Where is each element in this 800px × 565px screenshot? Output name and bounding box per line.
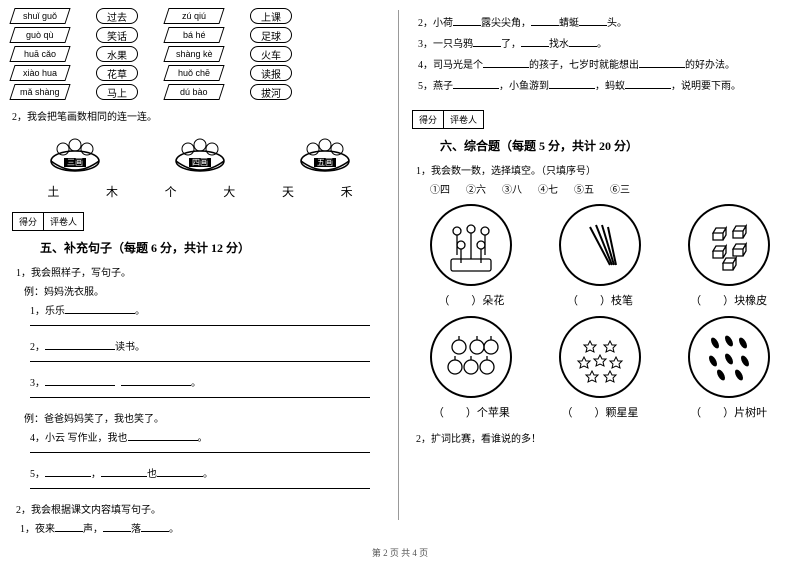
- pinyin-box: shuǐ guǒ: [9, 8, 70, 24]
- score-label: 得分: [13, 213, 44, 230]
- word-box: 足球: [250, 27, 292, 43]
- fill-2: 2，小荷露尖尖角，蜻蜓头。: [418, 14, 788, 29]
- char: 天: [282, 183, 294, 200]
- option: ①四: [430, 181, 450, 196]
- grader-label: 评卷人: [444, 111, 483, 128]
- pinyin-box: huǒ chē: [163, 65, 224, 81]
- s6-q2: 2，扩词比赛，看谁说的多！: [416, 430, 788, 445]
- example-1: 例：妈妈洗衣服。: [24, 283, 388, 298]
- word-box: 花草: [96, 65, 138, 81]
- svg-text:三画: 三画: [67, 158, 83, 167]
- word-box: 拔河: [250, 84, 292, 100]
- option: ⑤五: [574, 181, 594, 196]
- basket-icon: 三画: [45, 131, 105, 175]
- char: 禾: [341, 183, 353, 200]
- score-label: 得分: [413, 111, 444, 128]
- matching-exercise: shuǐ guǒ guò qù huā cǎo xiào hua mǎ shàn…: [12, 8, 388, 100]
- blank-line[interactable]: [30, 361, 370, 362]
- stroke-chars: 土 木 个 大 天 禾: [12, 183, 388, 200]
- line-2: 2，读书。: [30, 338, 388, 353]
- blank-line[interactable]: [30, 488, 370, 489]
- count-label: （ ）片树叶: [690, 404, 767, 420]
- count-label: （ ）块橡皮: [690, 292, 767, 308]
- basket-icon: 五画: [295, 131, 355, 175]
- stars-icon: [559, 316, 641, 398]
- blank-line[interactable]: [30, 325, 370, 326]
- option: ④七: [538, 181, 558, 196]
- section-5-title: 五、补充句子（每题 6 分，共计 12 分）: [40, 239, 388, 256]
- word-box: 上课: [250, 8, 292, 24]
- fill-4: 4，司马光是个的孩子，七岁时就能想出的好办法。: [418, 56, 788, 71]
- option: ③八: [502, 181, 522, 196]
- grader-label: 评卷人: [44, 213, 83, 230]
- word-box: 过去: [96, 8, 138, 24]
- count-label: （ ）颗星星: [561, 404, 638, 420]
- pencils-icon: [559, 204, 641, 286]
- fill-5: 5，燕子，小鱼游到，蚂蚁，说明要下雨。: [418, 77, 788, 92]
- count-row-2: （ ）个苹果 （ ）颗星星: [412, 316, 788, 420]
- pinyin-box: xiào hua: [9, 65, 70, 81]
- question-2-text: 2，我会把笔画数相同的连一连。: [12, 108, 388, 123]
- leaves-icon: [688, 316, 770, 398]
- line-3: 3，。: [30, 374, 388, 389]
- score-box: 得分 评卷人: [12, 212, 84, 231]
- flowers-icon: [430, 204, 512, 286]
- pinyin-box: huā cǎo: [9, 46, 70, 62]
- word-box: 笑话: [96, 27, 138, 43]
- count-label: （ ）朵花: [438, 292, 504, 308]
- basket-icon: 四画: [170, 131, 230, 175]
- pinyin-box: mǎ shàng: [9, 84, 70, 100]
- pinyin-col-a: shuǐ guǒ guò qù huā cǎo xiào hua mǎ shàn…: [12, 8, 68, 100]
- word-box: 水果: [96, 46, 138, 62]
- blank-line[interactable]: [30, 452, 370, 453]
- options-row: ①四 ②六 ③八 ④七 ⑤五 ⑥三: [430, 181, 788, 196]
- char: 个: [165, 183, 177, 200]
- score-box: 得分 评卷人: [412, 110, 484, 129]
- apples-icon: [430, 316, 512, 398]
- line-5: 5，，也。: [30, 465, 388, 480]
- q1-text: 1，我会照样子，写句子。: [16, 264, 388, 279]
- s6-q1: 1，我会数一数，选择填空。（只填序号）: [416, 162, 788, 177]
- svg-text:四画: 四画: [192, 158, 208, 167]
- line-4: 4，小云 写作业，我也。: [30, 429, 388, 444]
- section-6-title: 六、综合题（每题 5 分，共计 20 分）: [440, 137, 788, 154]
- svg-text:五画: 五画: [317, 158, 333, 167]
- fill-3: 3，一只乌鸦了，找水。: [418, 35, 788, 50]
- left-column: shuǐ guǒ guò qù huā cǎo xiào hua mǎ shàn…: [0, 0, 400, 565]
- count-label: （ ）枝笔: [567, 292, 633, 308]
- word-col-a: 过去 笑话 水果 花草 马上: [96, 8, 138, 100]
- count-row-1: （ ）朵花 （ ）枝笔 （ ）块橡皮: [412, 204, 788, 308]
- word-box: 马上: [96, 84, 138, 100]
- pinyin-box: bá hé: [163, 27, 224, 43]
- line-1: 1，乐乐。: [30, 302, 388, 317]
- word-box: 火车: [250, 46, 292, 62]
- basket-row: 三画 四画 五画: [12, 131, 388, 175]
- page-footer: 第 2 页 共 4 页: [0, 546, 800, 559]
- option: ⑥三: [610, 181, 630, 196]
- char: 木: [106, 183, 118, 200]
- option: ②六: [466, 181, 486, 196]
- word-box: 读报: [250, 65, 292, 81]
- pinyin-box: guò qù: [9, 27, 70, 43]
- q2-text: 2，我会根据课文内容填写句子。: [16, 501, 388, 516]
- pinyin-box: dú bào: [163, 84, 224, 100]
- example-2: 例：爸爸妈妈笑了，我也笑了。: [24, 410, 388, 425]
- word-col-b: 上课 足球 火车 读报 拔河: [250, 8, 292, 100]
- char: 土: [47, 183, 59, 200]
- pinyin-col-b: zú qiú bá hé shàng kè huǒ chē dú bào: [166, 8, 222, 100]
- erasers-icon: [688, 204, 770, 286]
- right-column: 2，小荷露尖尖角，蜻蜓头。 3，一只乌鸦了，找水。 4，司马光是个的孩子，七岁时…: [400, 0, 800, 565]
- pinyin-box: shàng kè: [163, 46, 224, 62]
- blank-line[interactable]: [30, 397, 370, 398]
- count-label: （ ）个苹果: [433, 404, 510, 420]
- char: 大: [223, 183, 235, 200]
- fill-1: 1，夜来声，落。: [20, 520, 388, 535]
- pinyin-box: zú qiú: [163, 8, 224, 24]
